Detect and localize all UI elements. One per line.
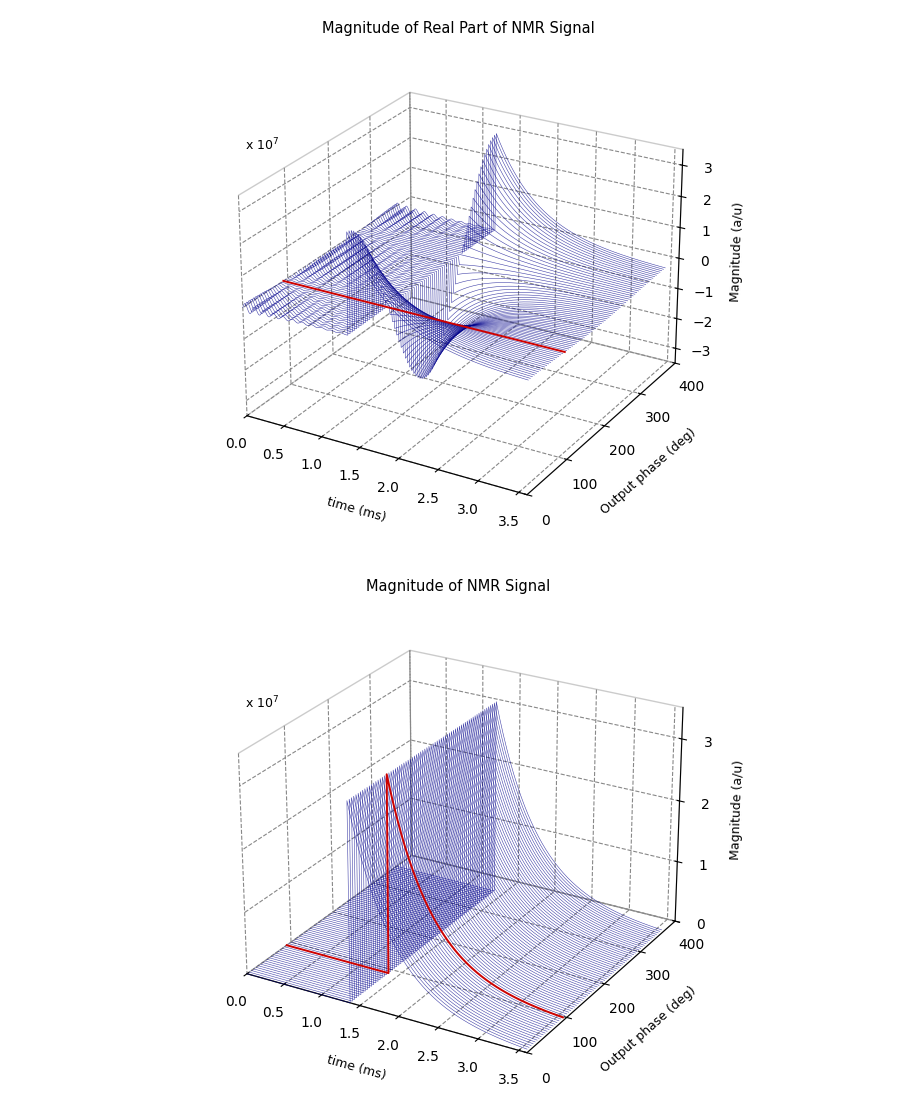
Title: Magnitude of Real Part of NMR Signal: Magnitude of Real Part of NMR Signal xyxy=(322,21,595,36)
Y-axis label: Output phase (deg): Output phase (deg) xyxy=(599,425,699,517)
Text: x $10^7$: x $10^7$ xyxy=(245,694,280,711)
X-axis label: time (ms): time (ms) xyxy=(326,1054,388,1083)
X-axis label: time (ms): time (ms) xyxy=(326,496,388,525)
Y-axis label: Output phase (deg): Output phase (deg) xyxy=(599,983,699,1075)
Text: x $10^7$: x $10^7$ xyxy=(245,136,280,153)
Title: Magnitude of NMR Signal: Magnitude of NMR Signal xyxy=(367,579,550,594)
